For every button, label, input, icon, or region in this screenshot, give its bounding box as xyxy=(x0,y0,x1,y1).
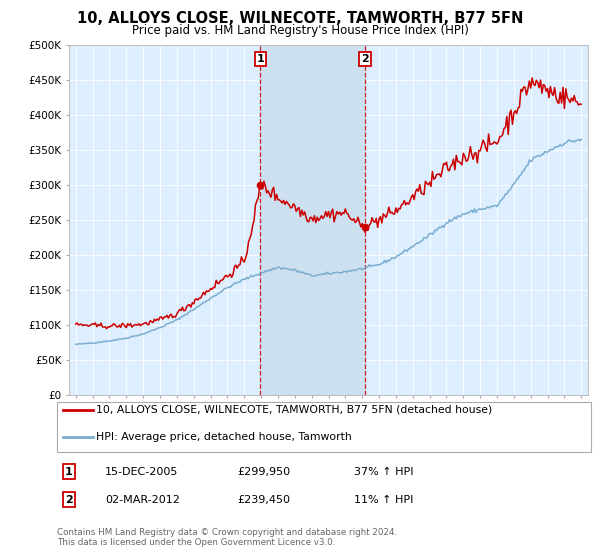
Text: Contains HM Land Registry data © Crown copyright and database right 2024.
This d: Contains HM Land Registry data © Crown c… xyxy=(57,528,397,547)
Text: HPI: Average price, detached house, Tamworth: HPI: Average price, detached house, Tamw… xyxy=(96,432,352,442)
Text: 2: 2 xyxy=(65,494,73,505)
Text: 10, ALLOYS CLOSE, WILNECOTE, TAMWORTH, B77 5FN: 10, ALLOYS CLOSE, WILNECOTE, TAMWORTH, B… xyxy=(77,11,523,26)
Text: 1: 1 xyxy=(65,466,73,477)
Text: Price paid vs. HM Land Registry's House Price Index (HPI): Price paid vs. HM Land Registry's House … xyxy=(131,24,469,37)
Text: £239,450: £239,450 xyxy=(237,494,290,505)
Text: 10, ALLOYS CLOSE, WILNECOTE, TAMWORTH, B77 5FN (detached house): 10, ALLOYS CLOSE, WILNECOTE, TAMWORTH, B… xyxy=(96,405,492,415)
Text: £299,950: £299,950 xyxy=(237,466,290,477)
Text: 11% ↑ HPI: 11% ↑ HPI xyxy=(354,494,413,505)
Text: 2: 2 xyxy=(361,54,369,64)
Bar xyxy=(260,45,365,395)
Text: 37% ↑ HPI: 37% ↑ HPI xyxy=(354,466,413,477)
Text: 15-DEC-2005: 15-DEC-2005 xyxy=(105,466,178,477)
Text: 02-MAR-2012: 02-MAR-2012 xyxy=(105,494,180,505)
Text: 1: 1 xyxy=(257,54,264,64)
